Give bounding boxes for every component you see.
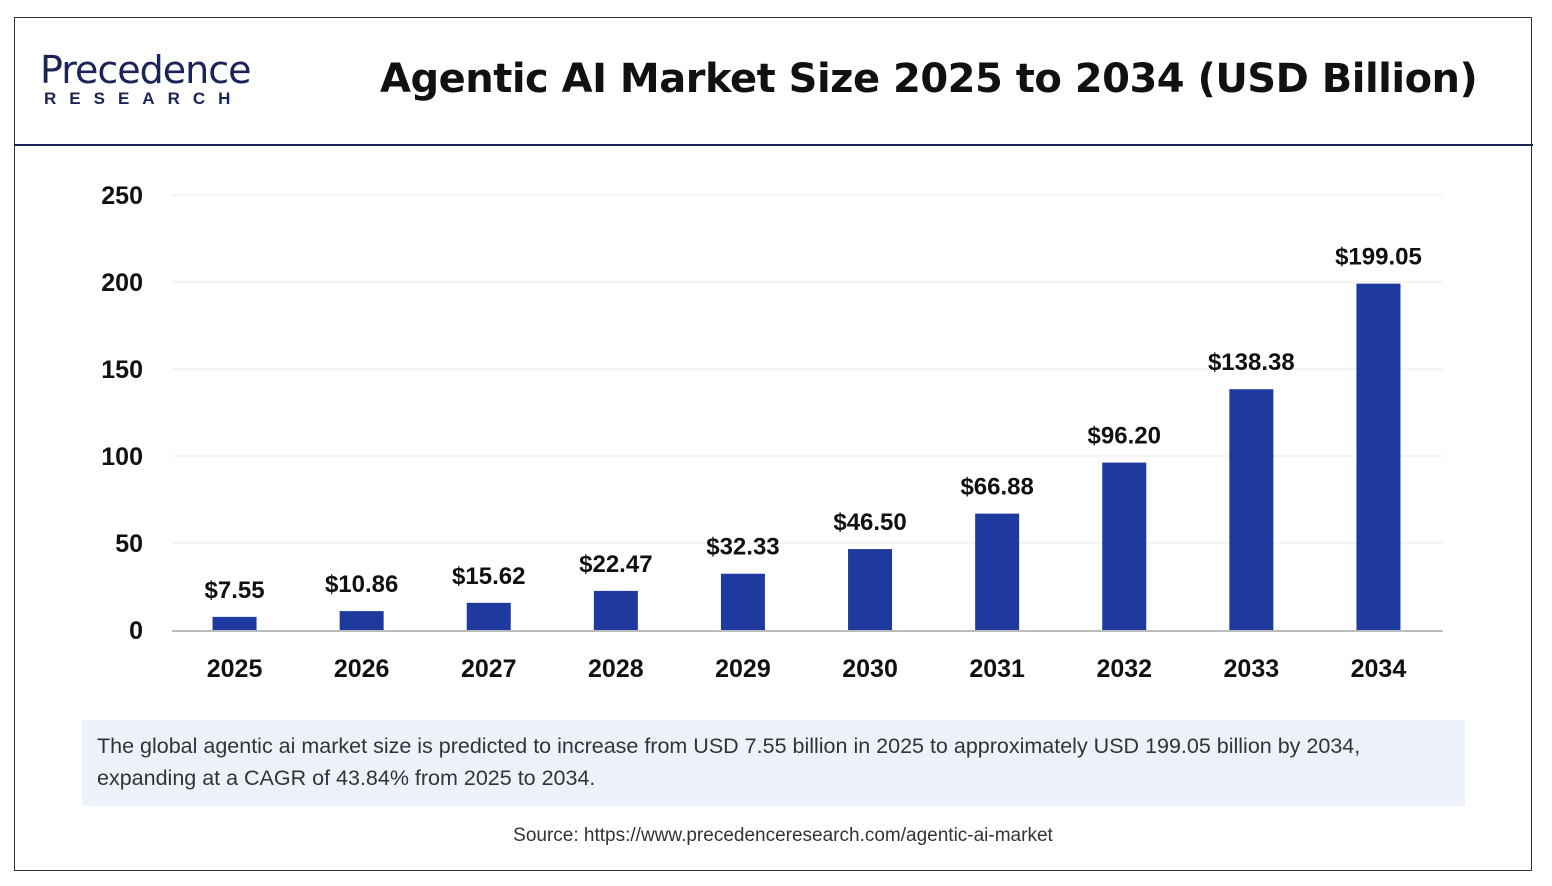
x-tick-label: 2027 [461, 655, 517, 683]
bar-2030 [848, 549, 893, 630]
source-text: Source: https://www.precedenceresearch.c… [513, 825, 1053, 846]
data-label: $46.50 [833, 509, 906, 536]
data-label: $138.38 [1208, 349, 1295, 376]
bar-2025 [212, 616, 257, 630]
bar-2033 [1229, 389, 1274, 630]
x-tick-label: 2028 [588, 655, 644, 683]
y-tick-label: 0 [129, 617, 143, 645]
x-tick-label: 2025 [207, 655, 263, 683]
data-label: $10.86 [325, 571, 398, 598]
data-label: $96.20 [1088, 423, 1161, 450]
bar-2029 [720, 573, 765, 630]
bar-2028 [593, 590, 638, 630]
logo-subtext: RESEARCH [44, 89, 244, 108]
logo: Precedence RESEARCH [40, 48, 252, 108]
data-label: $7.55 [205, 577, 265, 604]
header-divider [14, 144, 1533, 146]
data-label: $32.33 [706, 534, 779, 561]
summary-note: The global agentic ai market size is pre… [82, 720, 1465, 806]
data-label: $199.05 [1335, 244, 1422, 271]
data-label: $22.47 [579, 551, 652, 578]
bar-2026 [339, 611, 384, 630]
bar-2031 [975, 513, 1020, 630]
bar-2027 [466, 602, 511, 630]
x-tick-label: 2029 [715, 655, 771, 683]
x-tick-label: 2030 [842, 655, 898, 683]
x-tick-label: 2033 [1224, 655, 1280, 683]
y-tick-label: 200 [101, 269, 143, 297]
bar-2032 [1102, 462, 1147, 630]
x-tick-label: 2034 [1351, 655, 1407, 683]
x-tick-label: 2032 [1096, 655, 1152, 683]
y-tick-label: 150 [101, 356, 143, 384]
x-tick-label: 2026 [334, 655, 390, 683]
x-tick-label: 2031 [969, 655, 1025, 683]
logo-wordmark: Precedence [40, 48, 252, 92]
data-label: $15.62 [452, 563, 525, 590]
data-label: $66.88 [960, 474, 1033, 501]
chart-title: Agentic AI Market Size 2025 to 2034 (USD… [380, 56, 1478, 102]
chart-frame [14, 17, 1532, 871]
y-tick-label: 50 [115, 530, 143, 558]
bar-2034 [1356, 283, 1401, 630]
y-tick-label: 250 [101, 182, 143, 210]
y-tick-label: 100 [101, 443, 143, 471]
